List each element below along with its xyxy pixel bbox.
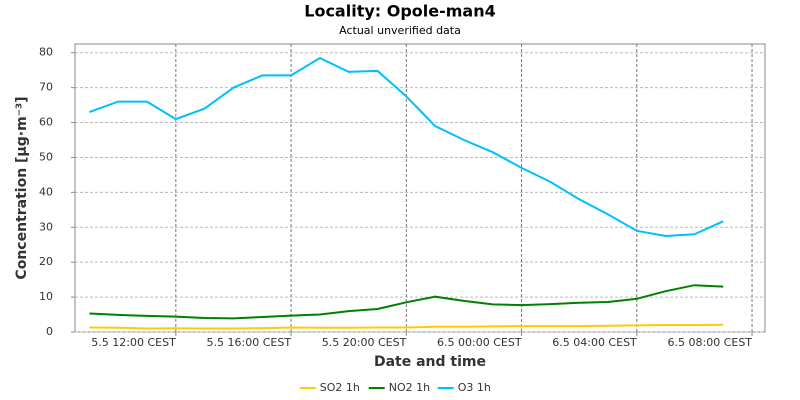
y-tick-label: 30 [39, 220, 53, 233]
x-tick-label: 6.5 00:00 CEST [437, 336, 522, 349]
y-tick-label: 50 [39, 150, 53, 163]
series-line [89, 56, 724, 238]
x-tick-label: 5.5 20:00 CEST [322, 336, 407, 349]
legend-label: SO2 1h [320, 381, 360, 394]
x-tick-label: 6.5 04:00 CEST [552, 336, 637, 349]
chart-title: Locality: Opole-man4 [304, 2, 496, 21]
legend-label: NO2 1h [389, 381, 430, 394]
x-tick-label: 5.5 12:00 CEST [91, 336, 176, 349]
y-tick-label: 60 [39, 116, 53, 129]
legend-label: O3 1h [458, 381, 491, 394]
y-tick-label: 0 [46, 325, 53, 338]
y-tick-label: 70 [39, 81, 53, 94]
x-axis-label: Date and time [374, 354, 486, 370]
series-line [89, 323, 724, 330]
x-tick-label: 5.5 16:00 CEST [207, 336, 292, 349]
y-axis-label: Concentration [µg·m⁻³] [14, 96, 30, 279]
series-line [89, 284, 724, 320]
y-tick-label: 40 [39, 185, 53, 198]
y-tick-label: 10 [39, 290, 53, 303]
x-tick-label: 6.5 08:00 CEST [668, 336, 753, 349]
y-tick-label: 80 [39, 46, 53, 59]
chart-subtitle: Actual unverified data [339, 24, 461, 37]
y-tick-label: 20 [39, 255, 53, 268]
